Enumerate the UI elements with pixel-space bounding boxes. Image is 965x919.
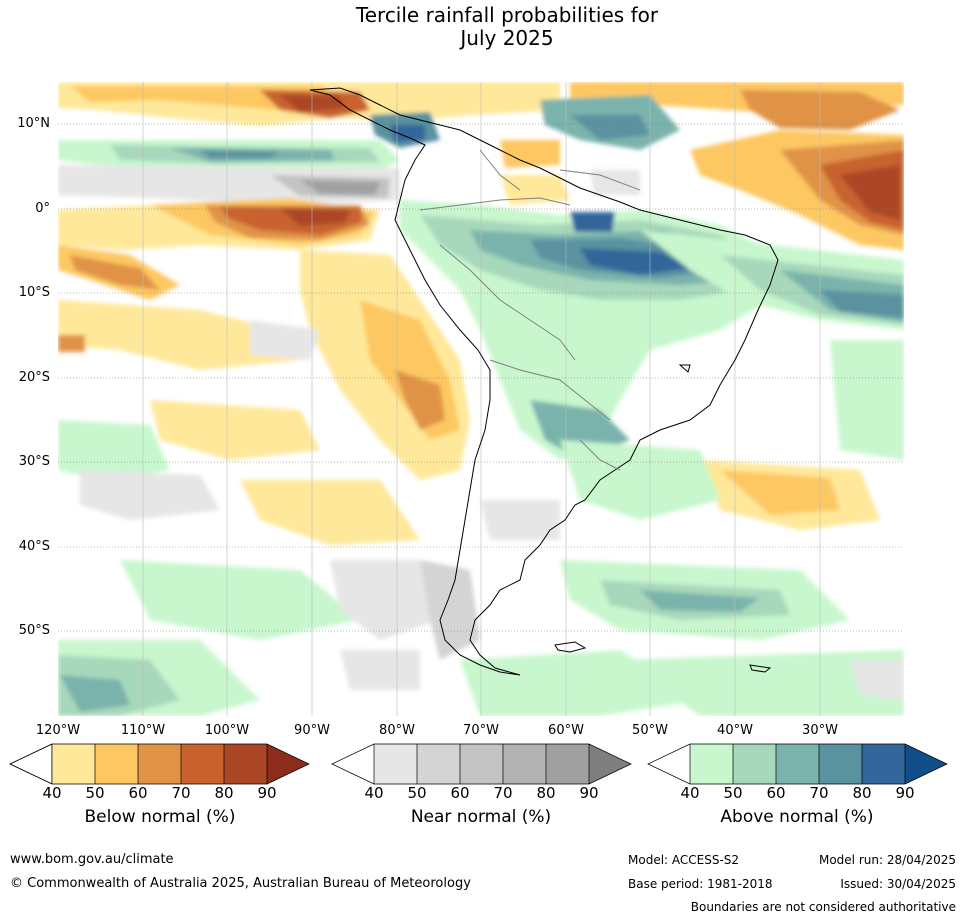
lat-label: 30°S <box>18 454 50 469</box>
model-run: Model run: 28/04/2025 <box>818 853 956 867</box>
lon-label: 70°W <box>463 723 499 738</box>
country-boundaries <box>419 149 641 471</box>
colorbar-tick: 40 <box>42 784 62 802</box>
title-line-2: July 2025 <box>460 26 554 50</box>
lon-label: 120°W <box>35 723 81 738</box>
base-period: Base period: 1981-2018 <box>628 877 773 891</box>
colorbar-below <box>9 743 310 785</box>
colorbar-tick: 50 <box>723 784 743 802</box>
colorbar-tick: 60 <box>450 784 470 802</box>
lon-label: 50°W <box>632 723 668 738</box>
near-normal-label: Near normal (%) <box>410 807 552 827</box>
colorbar-tick: 60 <box>128 784 148 802</box>
colorbar-tick: 80 <box>214 784 234 802</box>
colorbar-tick: 40 <box>364 784 384 802</box>
colorbar-above <box>647 743 948 785</box>
lat-label: 20°S <box>18 370 50 385</box>
lon-label: 110°W <box>120 723 166 738</box>
lon-label: 30°W <box>802 723 838 738</box>
lon-label: 100°W <box>204 723 250 738</box>
colorbar-tick: 90 <box>257 784 277 802</box>
lon-label: 60°W <box>548 723 584 738</box>
lat-label: 50°S <box>18 623 50 638</box>
colorbar-tick: 70 <box>171 784 191 802</box>
colorbar-tick: 40 <box>680 784 700 802</box>
website-link[interactable]: www.bom.gov.au/climate <box>10 852 174 867</box>
coastline <box>309 87 779 676</box>
colorbar-near <box>331 743 632 785</box>
model-info: Model: ACCESS-S2 <box>628 853 740 867</box>
colorbar-tick: 60 <box>766 784 786 802</box>
colorbar-tick: 80 <box>536 784 556 802</box>
colorbar-tick: 70 <box>493 784 513 802</box>
lon-label: 90°W <box>294 723 330 738</box>
boundary-disclaimer: Boundaries are not considered authoritat… <box>690 900 956 914</box>
title-line-1: Tercile rainfall probabilities for <box>355 3 659 27</box>
above-normal-label: Above normal (%) <box>720 807 874 827</box>
lon-label: 80°W <box>379 723 415 738</box>
lat-label: 10°N <box>17 116 50 131</box>
colorbar-tick: 90 <box>895 784 915 802</box>
lat-label: 10°S <box>18 285 50 300</box>
lon-label: 40°W <box>717 723 753 738</box>
colorbar-tick: 50 <box>407 784 427 802</box>
colorbar-tick: 50 <box>85 784 105 802</box>
map-title: Tercile rainfall probabilities for July … <box>0 4 965 50</box>
lat-label: 40°S <box>18 539 50 554</box>
colorbar-tick: 90 <box>579 784 599 802</box>
issued-date: Issued: 30/04/2025 <box>840 877 956 891</box>
below-normal-label: Below normal (%) <box>84 807 236 827</box>
colorbar-tick: 80 <box>852 784 872 802</box>
lat-label: 0° <box>35 201 50 216</box>
colorbar-tick: 70 <box>809 784 829 802</box>
copyright: © Commonwealth of Australia 2025, Austra… <box>10 876 471 891</box>
